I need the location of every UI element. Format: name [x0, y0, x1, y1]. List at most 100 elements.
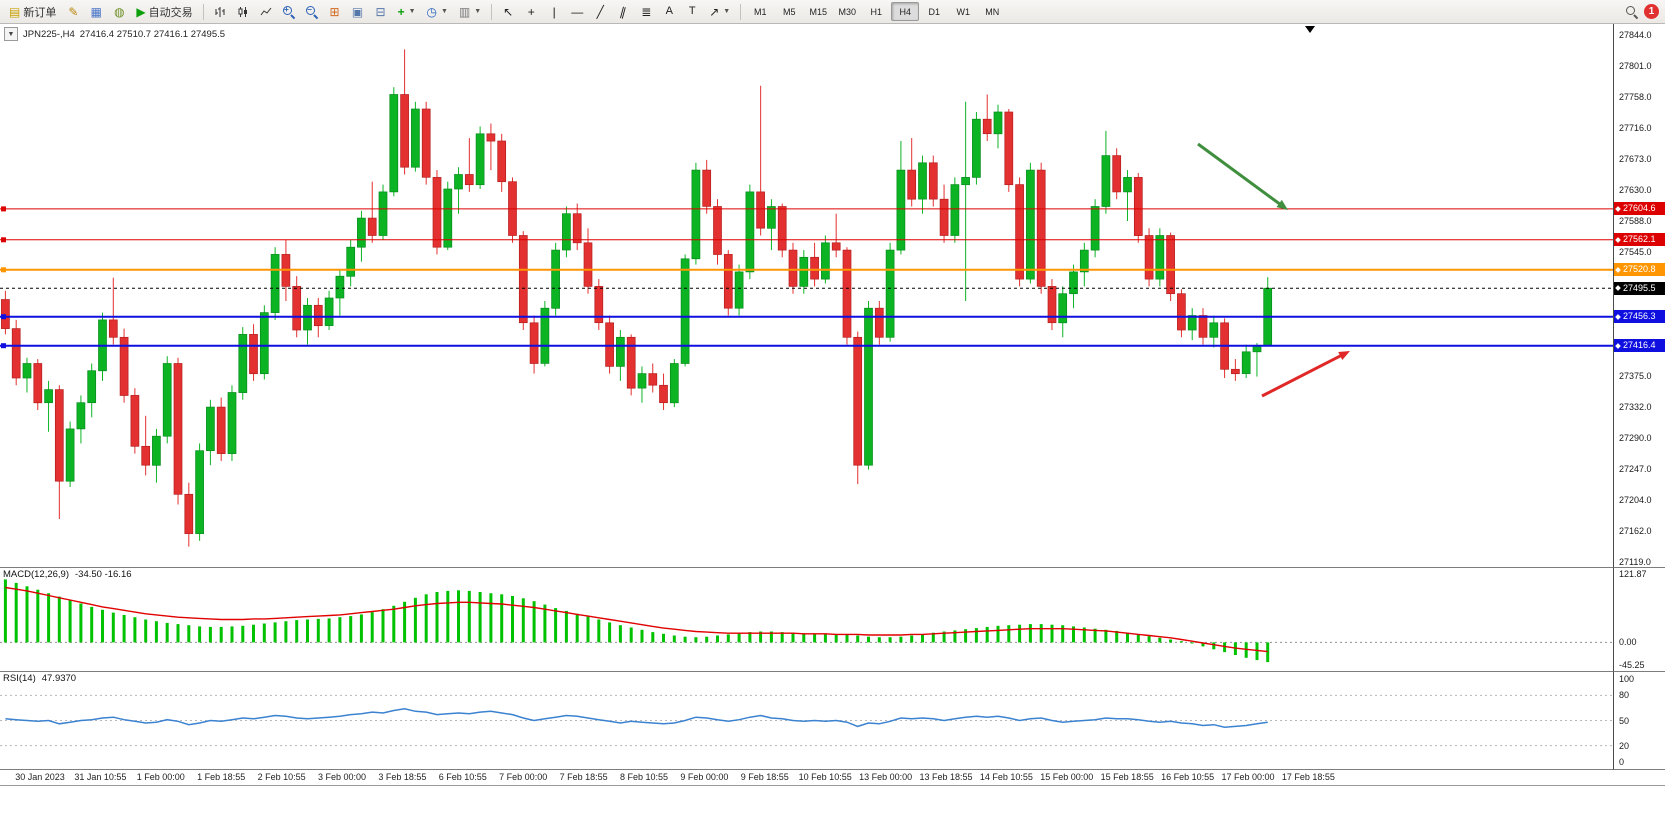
label-tool-button[interactable]: T [681, 1, 703, 22]
timeframe-m5-button[interactable]: M5 [782, 6, 796, 17]
time-axis-label: 7 Feb 18:55 [559, 772, 608, 782]
horizontal-line-tool-button[interactable]: — [566, 1, 588, 22]
macd-label: MACD(12,26,9) -34.50 -16.16 [3, 569, 132, 580]
macd-scale-label: -45.25 [1619, 660, 1645, 670]
fibonacci-icon: ≣ [641, 4, 652, 19]
rsi-label: RSI(14) 47.9370 [3, 673, 76, 684]
new-chart-button[interactable]: + ▼ [393, 1, 421, 22]
price-tag: 27416.4 [1614, 339, 1665, 353]
metaeditor-button[interactable]: ✎ [62, 1, 84, 22]
autotrading-button[interactable]: ▶ 自动交易 [131, 1, 197, 22]
timeframe-m1-button[interactable]: M1 [753, 6, 767, 17]
rsi-scale-label: 100 [1619, 673, 1635, 684]
time-axis-label: 15 Feb 00:00 [1040, 772, 1094, 782]
tile-windows-icon: ⊞ [329, 4, 340, 19]
timeframe-h4-button[interactable]: H4 [891, 2, 920, 21]
vertical-line-icon: | [552, 4, 556, 19]
time-axis-label: 16 Feb 10:55 [1161, 772, 1215, 782]
timeframe-mn-button[interactable]: MN [985, 6, 1000, 17]
price-scale[interactable]: 27844.0 27801.0 27758.0 27716.0 27673.0 27630… [1613, 24, 1665, 568]
time-axis-label: 8 Feb 10:55 [619, 772, 669, 782]
line-chart-button[interactable] [255, 1, 277, 22]
toolbar-separator [202, 3, 204, 20]
search-icon[interactable] [1626, 5, 1638, 18]
candlestick-chart-button[interactable] [232, 1, 254, 22]
time-axis-label: 13 Feb 00:00 [859, 772, 913, 782]
macd-name: MACD(12,26,9) [3, 569, 69, 580]
ohlc-values: 27416.4 27510.7 27416.1 27495.5 [79, 28, 226, 40]
timeframe-m30-button[interactable]: M30 [838, 6, 856, 17]
text-tool-button[interactable]: A [658, 1, 680, 22]
empty-area [0, 786, 1665, 840]
price-tag: 27456.3 [1614, 310, 1665, 324]
time-axis-label: 13 Feb 18:55 [919, 772, 973, 782]
trendline-tool-button[interactable]: ╱ [589, 1, 611, 22]
price-scale-label: 27801.0 [1619, 61, 1652, 72]
time-axis-label: 10 Feb 10:55 [798, 772, 852, 782]
price-scale-label: 27375.0 [1619, 370, 1652, 381]
crosshair-icon: + [527, 4, 535, 19]
tester-icon: ◍ [114, 4, 125, 19]
templates-button[interactable]: ▥ ▼ [454, 1, 486, 22]
cascade-windows-button[interactable]: ▣ [347, 1, 369, 22]
tile-windows-button[interactable]: ⊞ [324, 1, 346, 22]
strategy-tester-button[interactable]: ◍ [108, 1, 130, 22]
price-scale-label: 27588.0 [1619, 215, 1652, 226]
periods-button[interactable]: ◷ ▼ [422, 1, 453, 22]
chevron-down-icon: ▼ [441, 8, 448, 15]
channel-tool-button[interactable]: ∥ [612, 1, 634, 22]
price-scale-label: 27332.0 [1619, 402, 1652, 413]
shapes-tool-button[interactable]: ↗ ▼ [704, 1, 735, 22]
vertical-line-tool-button[interactable]: | [543, 1, 565, 22]
timeframe-h1-button[interactable]: H1 [870, 6, 882, 17]
symbol-dropdown-icon[interactable]: ▼ [4, 27, 18, 41]
price-scale-label: 27119.0 [1619, 556, 1651, 567]
rsi-name: RSI(14) [3, 673, 36, 684]
candlestick-icon [238, 6, 247, 17]
line-chart-icon [260, 7, 271, 15]
price-scale-label: 27758.0 [1619, 92, 1652, 103]
time-axis-label: 9 Feb 00:00 [680, 772, 729, 782]
chevron-down-icon: ▼ [474, 8, 482, 15]
cursor-tool-button[interactable]: ↖ [497, 1, 519, 22]
macd-scale[interactable]: 121.87 0.00 -45.25 [1613, 568, 1665, 672]
label-icon: T [688, 5, 696, 17]
macd-panel[interactable]: MACD(12,26,9) -34.50 -16.16 [0, 568, 1613, 672]
price-tag: 27520.8 [1614, 263, 1665, 277]
tile-horizontal-button[interactable]: ⊟ [370, 1, 392, 22]
time-axis-label: 17 Feb 18:55 [1281, 772, 1335, 782]
rsi-value: 47.9370 [41, 673, 77, 684]
fibonacci-tool-button[interactable]: ≣ [635, 1, 657, 22]
price-tag: 27604.6 [1614, 202, 1665, 216]
cursor-icon: ↖ [503, 4, 514, 19]
price-scale-label: 27247.0 [1619, 463, 1652, 474]
text-icon: A [665, 5, 673, 17]
zoom-in-button[interactable]: + [278, 1, 300, 22]
timeframe-d1-button[interactable]: D1 [928, 6, 940, 17]
new-order-label: 新订单 [23, 6, 57, 19]
time-axis-label: 2 Feb 10:55 [257, 772, 306, 782]
horizontal-line-icon: — [571, 4, 584, 19]
zoom-out-button[interactable]: − [301, 1, 323, 22]
notification-badge[interactable]: 1 [1644, 4, 1659, 19]
bar-chart-button[interactable] [209, 1, 231, 22]
crosshair-tool-button[interactable]: + [520, 1, 542, 22]
chevron-down-icon: ▼ [723, 8, 731, 15]
time-axis-label: 1 Feb 18:55 [197, 772, 246, 782]
time-axis[interactable]: 30 Jan 2023 31 Jan 10:55 1 Feb 00:00 1 Feb … [0, 770, 1665, 786]
market-watch-button[interactable]: ▦ [85, 1, 107, 22]
trendline-icon: ╱ [596, 4, 604, 19]
clock-icon: ◷ [426, 4, 438, 19]
bar-chart-icon [215, 6, 225, 17]
grid-icon: ▦ [90, 4, 103, 19]
price-scale-label: 27716.0 [1619, 122, 1652, 133]
rsi-panel[interactable]: RSI(14) 47.9370 [0, 672, 1613, 770]
timeframe-m15-button[interactable]: M15 [809, 6, 827, 17]
order-ticket-icon: ▤ [9, 4, 21, 19]
new-order-button[interactable]: ▤ 新订单 [4, 1, 61, 22]
timeframe-w1-button[interactable]: W1 [956, 6, 970, 17]
rsi-scale[interactable]: 100 80 50 20 0 [1613, 672, 1665, 770]
time-axis-label: 14 Feb 10:55 [979, 772, 1033, 782]
main-chart[interactable]: ▼ JPN225-,H4 27416.4 27510.7 27416.1 274… [0, 24, 1613, 568]
macd-scale-label: 121.87 [1619, 569, 1647, 579]
